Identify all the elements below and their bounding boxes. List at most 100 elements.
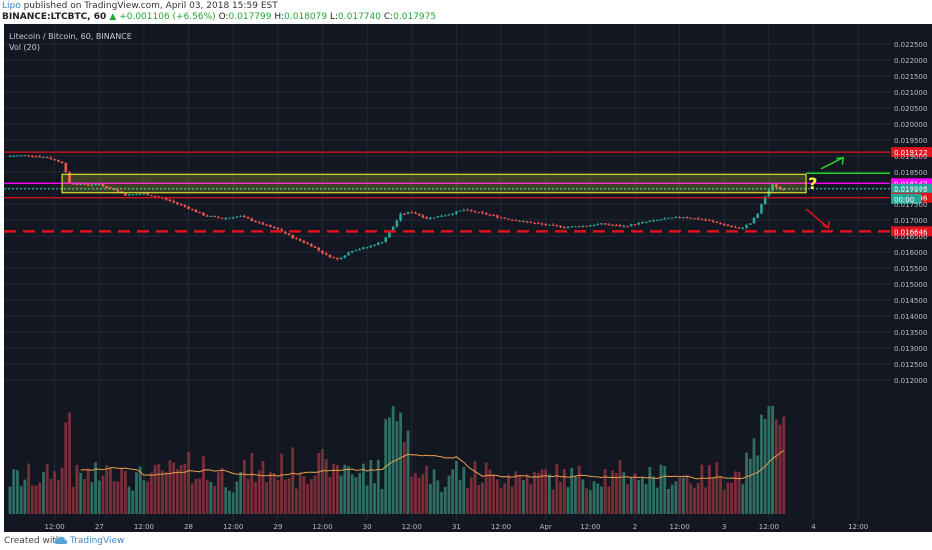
candle-body bbox=[518, 220, 521, 222]
candle-body bbox=[209, 216, 213, 218]
volume-bar bbox=[112, 480, 116, 514]
candle-body bbox=[678, 217, 681, 219]
volume-bar bbox=[477, 485, 481, 514]
price-tick-label: 0.020000 bbox=[894, 121, 927, 129]
candle-body bbox=[380, 242, 384, 244]
level-price-label: 0.019122 bbox=[894, 149, 927, 157]
candle-body bbox=[533, 222, 536, 224]
candle-body bbox=[756, 213, 760, 218]
candle-body bbox=[760, 204, 763, 214]
candle-body bbox=[745, 224, 748, 228]
volume-bar bbox=[250, 452, 254, 514]
volume-bar bbox=[707, 465, 711, 514]
volume-bar bbox=[127, 486, 131, 514]
price-tick-label: 0.017500 bbox=[894, 201, 927, 209]
volume-bar bbox=[455, 460, 458, 514]
volume-bar bbox=[440, 491, 443, 514]
candle-body bbox=[42, 157, 45, 159]
volume-bar bbox=[120, 468, 123, 514]
candle-body bbox=[295, 238, 298, 240]
candle-body bbox=[246, 217, 250, 219]
time-tick-label: 30 bbox=[363, 523, 372, 531]
candle-body bbox=[343, 255, 347, 258]
candle-body bbox=[150, 195, 153, 197]
candle-body bbox=[205, 215, 209, 217]
volume-bar bbox=[347, 466, 350, 514]
volume-bar bbox=[588, 490, 592, 514]
price-tick-label: 0.020500 bbox=[894, 105, 927, 113]
volume-bar bbox=[715, 462, 719, 514]
volume-bar bbox=[748, 458, 752, 514]
volume-bar bbox=[417, 477, 421, 514]
volume-bar bbox=[559, 481, 562, 514]
candle-body bbox=[101, 184, 105, 186]
volume-bar bbox=[27, 463, 30, 514]
symbol-name: BINANCE:LTCBTC, 60 bbox=[2, 12, 107, 22]
time-tick-label: 28 bbox=[184, 523, 193, 531]
tradingview-brand[interactable]: TradingView bbox=[70, 536, 125, 546]
candle-body bbox=[748, 223, 752, 225]
volume-bar bbox=[778, 424, 782, 514]
volume-bar bbox=[499, 488, 503, 514]
candle-body bbox=[146, 193, 149, 196]
volume-bar bbox=[596, 483, 600, 514]
candlestick-chart[interactable]: 0.0191220.0181470.0179750.0176960.016646… bbox=[0, 24, 932, 532]
candle-body bbox=[451, 213, 454, 215]
candle-body bbox=[689, 217, 693, 219]
candle-body bbox=[8, 155, 12, 157]
volume-bar bbox=[56, 480, 60, 514]
candle-body bbox=[220, 217, 224, 219]
candle-body bbox=[45, 157, 49, 159]
candle-body bbox=[611, 224, 614, 226]
time-tick-label: 12:00 bbox=[402, 523, 422, 531]
volume-bar bbox=[343, 464, 347, 514]
volume-bar bbox=[469, 477, 473, 514]
candle-body bbox=[525, 221, 529, 223]
time-axis[interactable] bbox=[4, 520, 890, 532]
candle-body bbox=[462, 209, 466, 211]
volume-bar bbox=[562, 468, 566, 514]
low-value: 0.017740 bbox=[338, 12, 381, 22]
time-tick-label: Apr bbox=[540, 523, 552, 531]
candle-body bbox=[31, 155, 34, 157]
volume-bar bbox=[674, 481, 678, 514]
volume-bar bbox=[194, 478, 198, 514]
candle-body bbox=[730, 225, 733, 227]
candle-body bbox=[306, 242, 309, 244]
candle-body bbox=[708, 220, 711, 222]
candle-body bbox=[503, 217, 507, 219]
volume-bar bbox=[339, 475, 343, 514]
price-tick-label: 0.014500 bbox=[894, 297, 927, 305]
plot-area[interactable] bbox=[4, 24, 890, 520]
candle-body bbox=[112, 188, 116, 191]
candle-body bbox=[283, 231, 287, 234]
volume-bar bbox=[309, 479, 313, 514]
candle-body bbox=[190, 208, 194, 210]
candle-body bbox=[276, 227, 280, 230]
volume-bar bbox=[105, 465, 109, 514]
candle-body bbox=[629, 224, 633, 227]
time-tick-label: 3 bbox=[722, 523, 726, 531]
price-axis[interactable] bbox=[890, 24, 932, 532]
volume-bar bbox=[324, 458, 328, 514]
volume-bar bbox=[350, 474, 354, 514]
symbol-ohlc-line: BINANCE:LTCBTC, 60 ▲ +0.001106 (+6.56%) … bbox=[2, 12, 436, 23]
candle-body bbox=[775, 184, 778, 188]
candle-body bbox=[250, 218, 254, 221]
volume-bar bbox=[109, 467, 112, 514]
footer: Created with TradingView bbox=[0, 532, 932, 550]
volume-bar bbox=[198, 478, 202, 514]
candle-body bbox=[317, 247, 321, 251]
volume-bar bbox=[149, 472, 153, 514]
volume-bar bbox=[75, 464, 79, 514]
author-link[interactable]: Lipo bbox=[2, 1, 21, 11]
volume-bar bbox=[536, 472, 540, 514]
volume-bar bbox=[202, 456, 205, 514]
volume-bar bbox=[652, 476, 655, 514]
volume-bar bbox=[12, 469, 16, 514]
price-tick-label: 0.016500 bbox=[894, 233, 927, 241]
level-price-tag bbox=[891, 178, 932, 189]
volume-bar bbox=[142, 480, 146, 514]
volume-bar bbox=[19, 486, 23, 514]
volume-bar bbox=[447, 475, 451, 514]
